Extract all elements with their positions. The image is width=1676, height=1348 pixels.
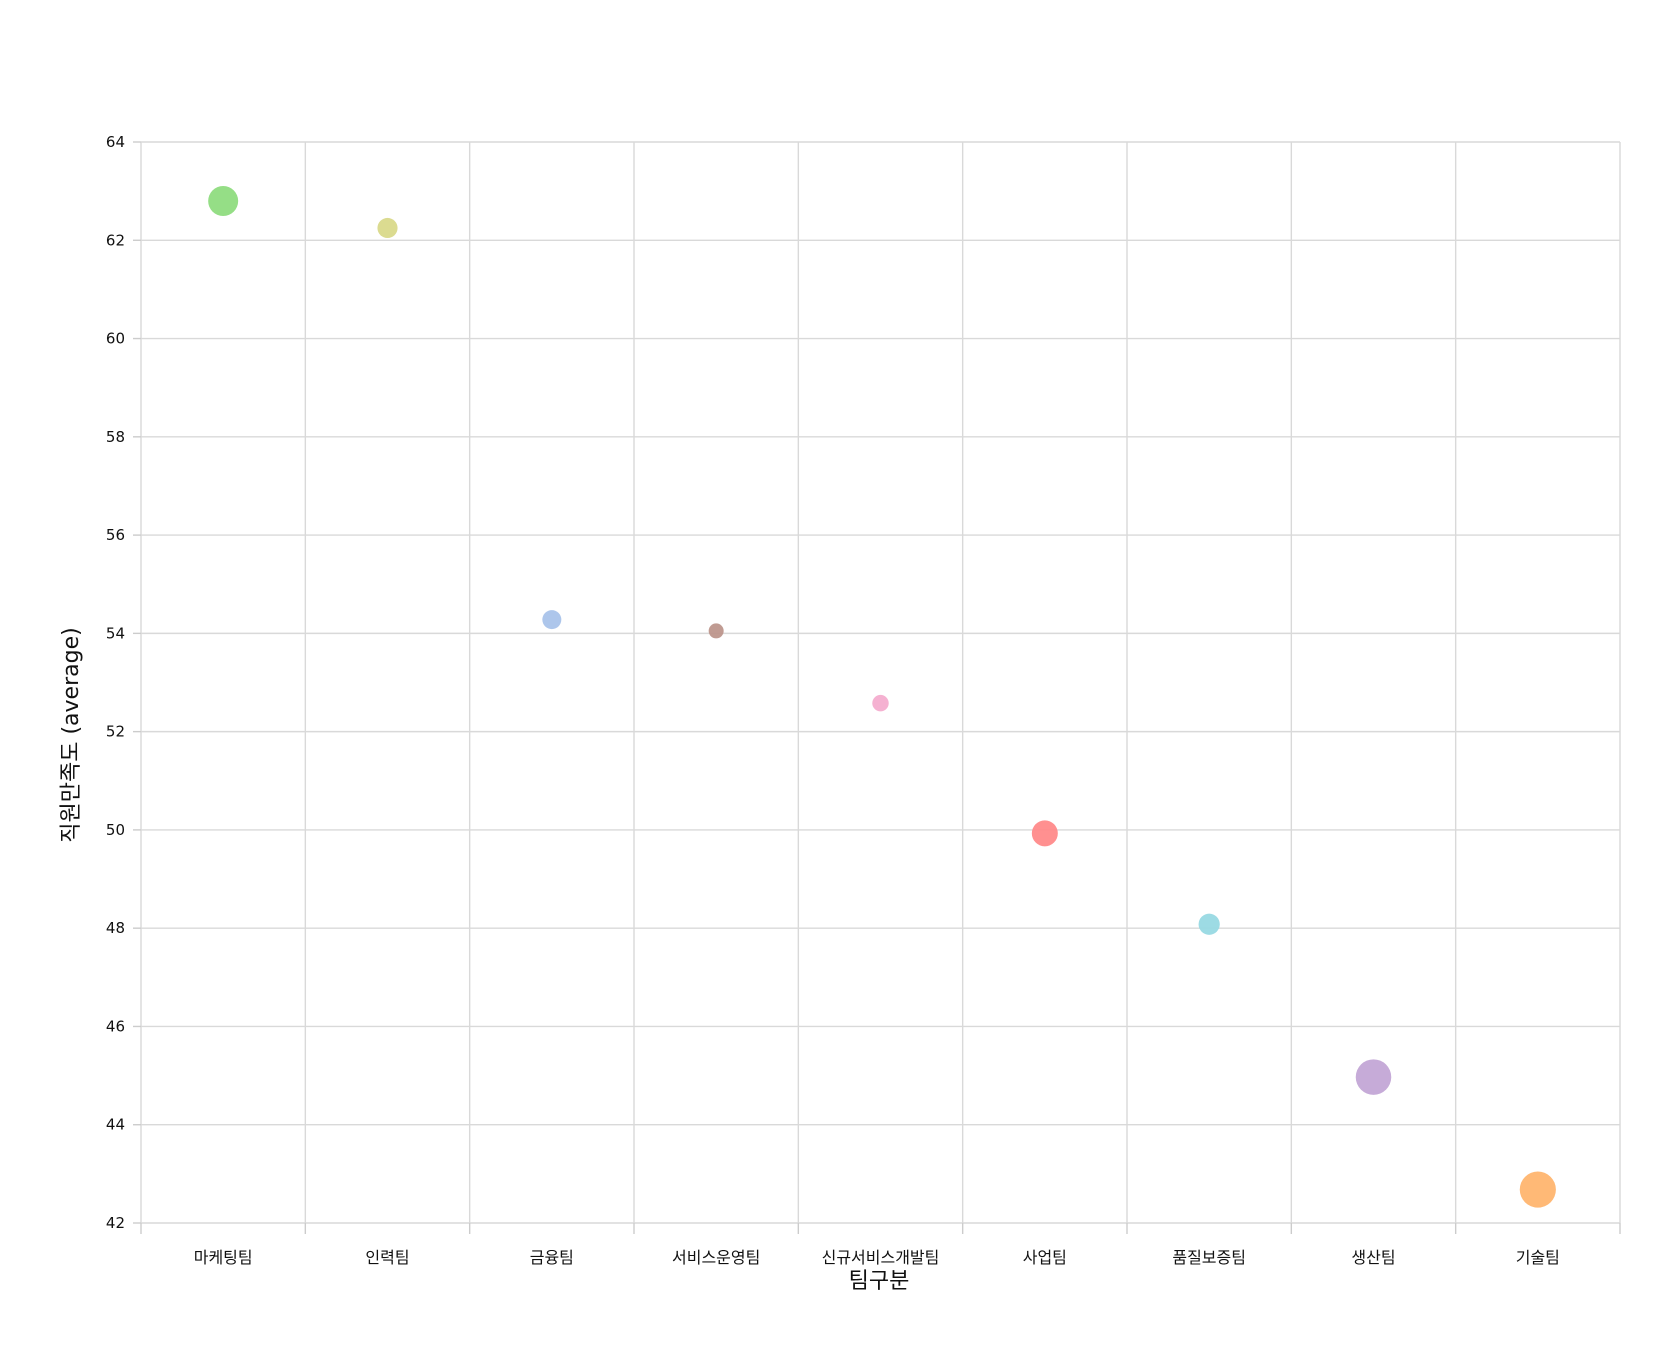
y-tick-label: 56 xyxy=(106,526,125,544)
x-tick-label: 품질보증팀 xyxy=(1172,1248,1246,1267)
grid-layer xyxy=(140,141,1621,1224)
y-axis-ticks: 42 44 46 48 50 52 54 56 58 60 62 64 xyxy=(106,133,141,1232)
x-tick-label: 서비스운영팀 xyxy=(672,1248,760,1267)
x-tick-label: 마케팅팀 xyxy=(194,1248,253,1267)
y-tick-label: 64 xyxy=(106,133,125,151)
y-tick-label: 48 xyxy=(106,919,125,937)
x-tick-label: 금융팀 xyxy=(530,1248,574,1267)
x-tick-label: 사업팀 xyxy=(1023,1248,1067,1267)
data-point xyxy=(1355,1059,1392,1095)
x-tick-label: 신규서비스개발팀 xyxy=(822,1248,940,1267)
y-tick-label: 44 xyxy=(106,1116,125,1134)
y-tick-label: 42 xyxy=(106,1214,125,1232)
data-point xyxy=(1519,1171,1556,1208)
y-tick-label: 58 xyxy=(106,428,125,446)
data-point xyxy=(208,185,239,216)
x-tick-label: 기술팀 xyxy=(1516,1248,1560,1267)
data-point xyxy=(377,217,398,239)
data-point xyxy=(1198,913,1220,935)
y-tick-label: 54 xyxy=(106,624,125,642)
data-points xyxy=(208,185,1556,1208)
y-tick-label: 62 xyxy=(106,231,125,249)
data-point xyxy=(872,694,889,712)
y-tick-label: 60 xyxy=(106,330,125,348)
y-axis-title: 직원만족도 (average) xyxy=(59,627,84,842)
data-point xyxy=(708,623,724,639)
y-tick-label: 50 xyxy=(106,821,125,839)
y-tick-label: 52 xyxy=(106,723,125,741)
x-tick-label: 생산팀 xyxy=(1351,1248,1395,1267)
y-tick-label: 46 xyxy=(106,1017,125,1035)
data-point xyxy=(542,610,562,630)
x-axis-ticks: 마케팅팀 인력팀 금융팀 서비스운영팀 신규서비스개발팀 사업팀 품질보증팀 생산팀 기술팀 xyxy=(140,1223,1621,1267)
x-tick-label: 인력팀 xyxy=(365,1248,409,1267)
data-point xyxy=(1031,820,1058,847)
x-axis-title: 팀구분 xyxy=(849,1269,910,1294)
